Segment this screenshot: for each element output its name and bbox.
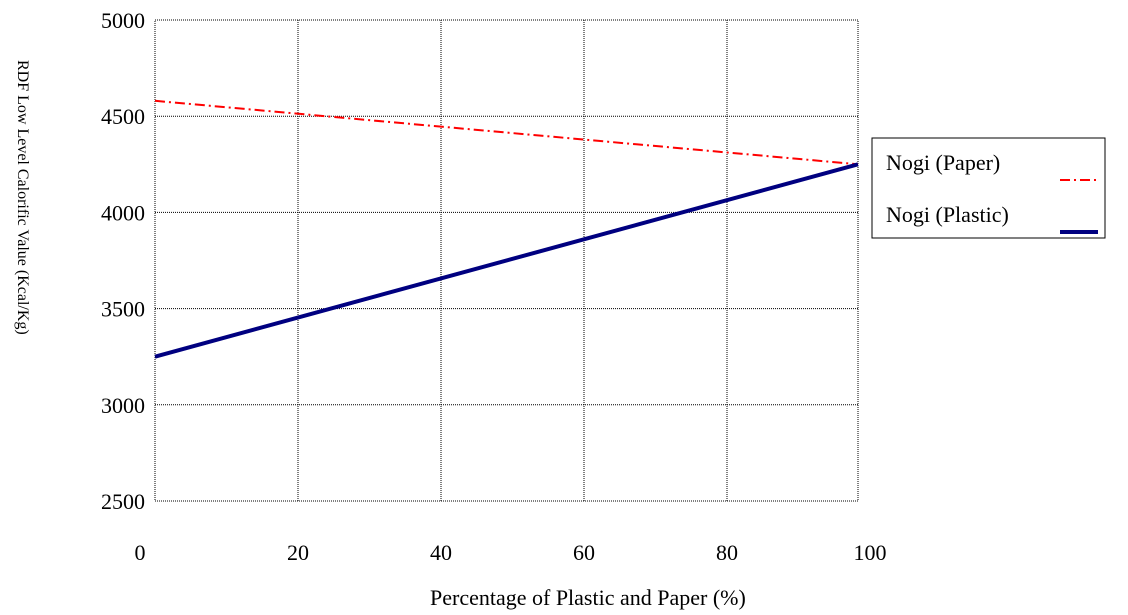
x-tick-label: 60: [573, 540, 595, 565]
y-tick-label: 4500: [101, 104, 145, 129]
x-axis-ticks: 0 20 40 60 80 100: [135, 540, 887, 565]
x-tick-label: 100: [854, 540, 887, 565]
legend-label: Nogi (Plastic): [886, 202, 1009, 227]
series-line-paper: [154, 99, 859, 166]
y-tick-label: 2500: [101, 489, 145, 514]
legend-label: Nogi (Paper): [886, 150, 1000, 175]
x-tick-label: 80: [716, 540, 738, 565]
series-line-plastic: [154, 162, 859, 359]
x-tick-label: 0: [135, 540, 146, 565]
legend-box: [871, 137, 1106, 239]
legend: Nogi (Paper) Nogi (Plastic): [871, 137, 1106, 239]
y-tick-label: 5000: [101, 8, 145, 33]
x-tick-label: 20: [287, 540, 309, 565]
y-tick-label: 4000: [101, 200, 145, 225]
x-tick-label: 40: [430, 540, 452, 565]
y-tick-label: 3000: [101, 393, 145, 418]
y-tick-label: 3500: [101, 297, 145, 322]
y-axis-title: RDF Low Level Calorific Value (Kcal/Kg): [14, 60, 31, 335]
grid-lines: [155, 20, 858, 501]
y-axis-ticks: 5000 4500 4000 3500 3000 2500: [101, 8, 145, 514]
x-axis-title: Percentage of Plastic and Paper (%): [430, 585, 746, 610]
series-lines: [154, 99, 859, 359]
